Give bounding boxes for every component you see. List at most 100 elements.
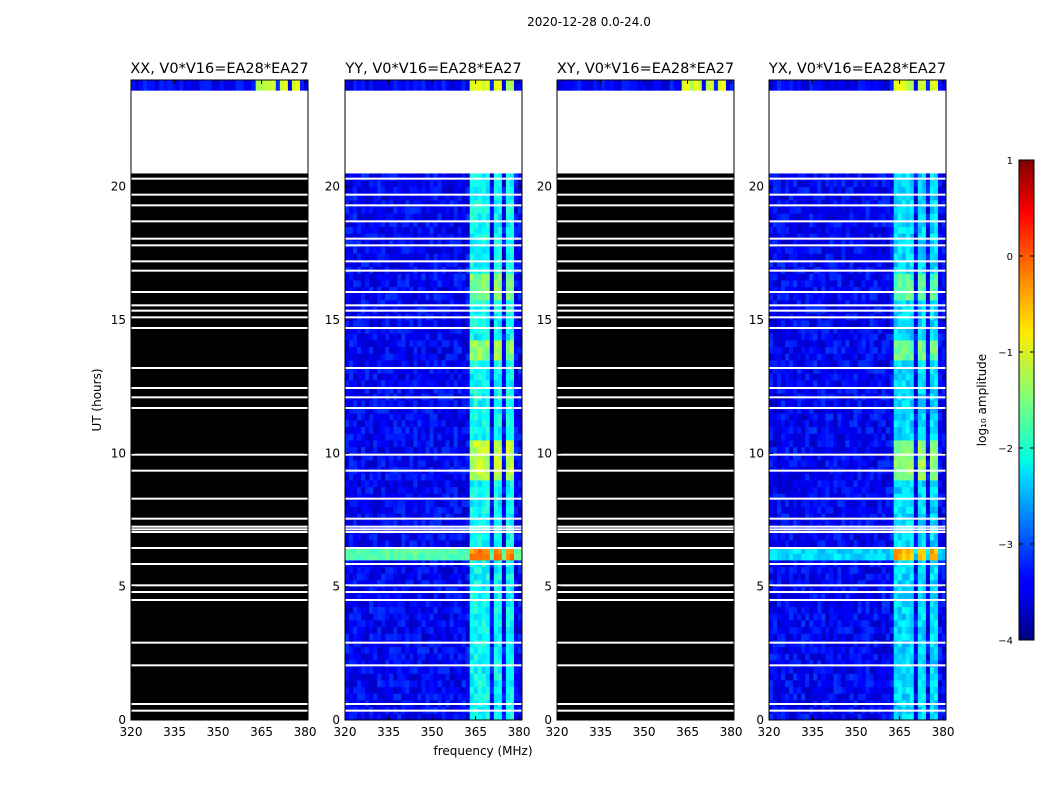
spectrogram-cell [445,573,450,581]
flagged-row [557,525,734,528]
spectrogram-cell [409,340,414,348]
strip-cell [637,80,642,91]
spectrogram-cell [873,613,879,621]
spectrogram-cell [497,180,503,188]
spectrogram-cell [885,693,891,701]
spectrogram-cell [461,620,467,628]
spectrogram-cell [373,686,378,694]
spectrogram-cell [445,286,450,294]
spectrogram-cell [453,286,459,294]
spectrogram-cell [389,580,394,588]
spectrogram-cell [441,480,446,488]
spectrogram-cell [869,566,874,574]
spectrogram-cell [421,600,426,608]
spectrogram-cell [481,300,487,308]
spectrogram-cell [421,606,426,614]
spectrogram-cell [393,193,398,201]
spectrogram-cell [837,593,842,601]
spectrogram-cell [805,666,810,674]
spectrogram-cell [821,633,826,641]
spectrogram-cell [845,713,850,721]
spectrogram-cell [469,420,475,428]
spectrogram-cell [349,540,354,548]
spectrogram-cell [501,600,507,608]
spectrogram-cell [405,213,410,221]
spectrogram-cell [469,686,475,694]
spectrogram-cell [845,580,850,588]
spectrogram-cell [357,580,362,588]
spectrogram-cell [465,246,471,254]
spectrogram-cell [353,320,358,328]
spectrogram-cell [925,626,931,634]
spectrogram-cell [373,340,378,348]
spectrogram-cell [401,666,406,674]
spectrogram-cell [489,220,495,228]
spectrogram-cell [365,173,370,181]
flagged-row [345,528,522,531]
flagged-row [345,316,522,319]
spectrogram-cell [441,573,446,581]
spectrogram-cell [913,573,919,581]
strip-cell [179,80,184,91]
spectrogram-cell [469,513,475,521]
spectrogram-cell [349,573,354,581]
spectrogram-cell [345,366,350,374]
spectrogram-cell [457,246,463,254]
spectrogram-cell [385,633,390,641]
spectrogram-cell [441,546,446,554]
strip-cell [303,80,309,91]
spectrogram-cell [881,593,887,601]
spectrogram-cell [413,693,418,701]
spectrogram-cell [401,233,406,241]
spectrogram-cell [425,593,430,601]
spectrogram-cell [449,353,455,361]
spectrogram-cell [413,186,418,194]
spectrogram-cell [461,440,467,448]
spectrogram-cell [385,553,390,561]
spectrogram-cell [493,366,499,374]
spectrogram-cell [429,333,434,341]
spectrogram-cell [457,193,463,201]
spectrogram-cell [457,180,463,188]
spectrogram-cell [465,566,471,574]
spectrogram-cell [509,686,515,694]
spectrogram-cell [505,326,511,334]
spectrogram-cell [361,493,366,501]
spectrogram-cell [481,480,487,488]
spectrogram-cell [413,433,418,441]
spectrogram-cell [477,673,483,681]
strip-cell [465,80,471,91]
spectrogram-cell [449,400,455,408]
spectrogram-cell [385,353,390,361]
spectrogram-cell [477,186,483,194]
spectrogram-cell [473,366,479,374]
spectrogram-cell [501,620,507,628]
strip-cell [665,80,671,91]
spectrogram-cell [405,513,410,521]
spectrogram-cell [501,420,507,428]
spectrogram-cell [349,673,354,681]
spectrogram-cell [425,533,430,541]
spectrogram-cell [937,600,943,608]
spectrogram-cell [401,480,406,488]
spectrogram-cell [357,586,362,594]
spectrogram-cell [497,380,503,388]
spectrogram-cell [345,606,350,614]
spectrogram-cell [401,580,406,588]
spectrogram-cell [837,686,842,694]
spectrogram-cell [413,493,418,501]
spectrogram-cell [361,253,366,261]
spectrogram-cell [433,533,438,541]
spectrogram-cell [473,506,479,514]
spectrogram-cell [781,646,786,654]
spectrogram-cell [501,660,507,668]
spectrogram-cell [473,280,479,288]
spectrogram-cell [357,666,362,674]
spectrogram-cell [437,453,442,461]
spectrogram-cell [397,320,402,328]
spectrogram-cell [401,680,406,688]
spectrogram-cell [453,220,459,228]
spectrogram-cell [457,493,463,501]
strip-cell [457,80,463,91]
spectrogram-cell [497,593,503,601]
